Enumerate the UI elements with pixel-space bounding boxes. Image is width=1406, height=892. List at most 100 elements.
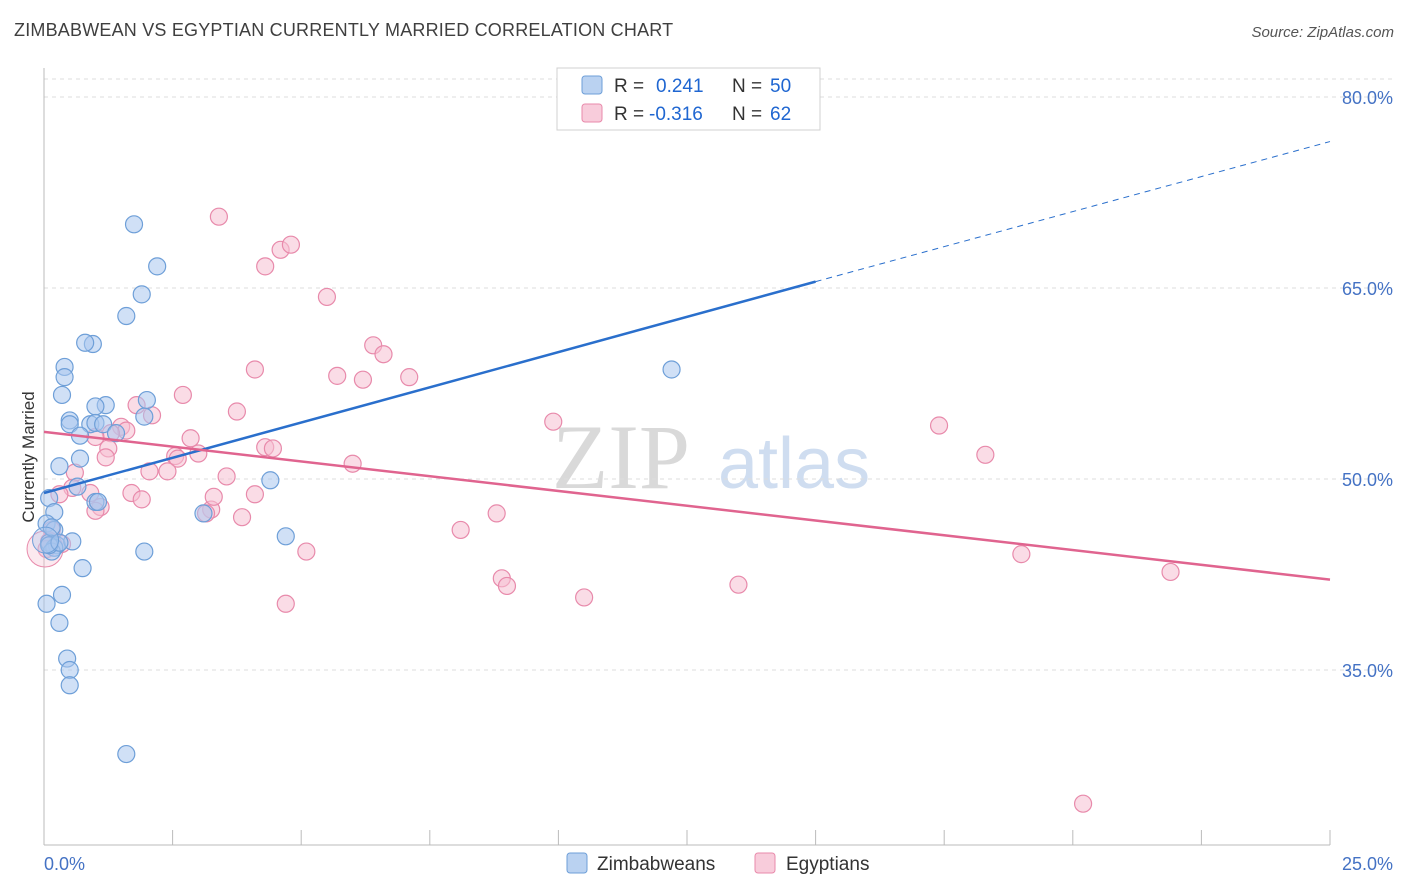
zimbabwean-point-2	[132, 285, 151, 304]
egyptian-point-26	[96, 448, 115, 467]
series-legend-label-zimbabweans: Zimbabweans	[597, 854, 715, 875]
watermark-atlas: atlas	[718, 424, 870, 504]
egyptian-point-3	[256, 257, 275, 276]
egyptian-point-18	[181, 429, 200, 448]
zimbabweans-trend-extension	[815, 141, 1331, 283]
legend-n-value-1: 50	[770, 76, 791, 97]
x-tick-label-min: 0.0%	[44, 854, 85, 874]
y-tick-labels: 35.0% 50.0% 65.0% 80.0%	[1342, 88, 1393, 681]
egyptian-point-58	[1012, 545, 1031, 564]
egyptian-point-55	[276, 594, 295, 613]
zimbabwean-point-21	[50, 457, 69, 476]
legend-r-value-1: 0.241	[656, 76, 704, 97]
zimbabwean-point-46	[662, 360, 681, 379]
zimbabwean-point-3	[117, 306, 136, 326]
zimbabwean-point-8	[52, 385, 72, 405]
legend-n-value-2: 62	[770, 104, 791, 125]
egyptian-point-45	[487, 504, 506, 523]
zimbabwean-point-13	[60, 415, 79, 434]
watermark: ZIP atlas	[552, 406, 870, 508]
egyptian-point-0	[209, 207, 228, 226]
zimbabwean-point-10	[86, 397, 105, 416]
zimbabwean-point-0	[124, 215, 144, 234]
chart-title: ZIMBABWEAN VS EGYPTIAN CURRENTLY MARRIED…	[14, 20, 674, 40]
egyptian-point-44	[451, 520, 470, 540]
zimbabwean-point-34	[73, 559, 92, 578]
egyptian-point-41	[232, 508, 252, 527]
zimbabwean-point-11	[137, 390, 156, 410]
gridlines	[44, 78, 1393, 671]
zimbabwean-point-37	[50, 613, 69, 632]
egyptian-point-59	[1161, 562, 1180, 582]
series-legend-label-egyptians: Egyptians	[786, 854, 869, 875]
zimbabwean-point-43	[276, 527, 295, 546]
egyptian-point-53	[575, 588, 594, 607]
zimbabwean-point-44	[194, 504, 213, 523]
trend-lines	[43, 141, 1331, 581]
legend-n-label-2: N =	[732, 104, 762, 125]
egyptian-point-9	[353, 370, 373, 389]
x-tick-label-max: 25.0%	[1342, 854, 1393, 874]
zimbabwean-point-39	[60, 660, 79, 680]
egyptian-point-34	[132, 490, 151, 509]
egyptian-point-22	[263, 439, 283, 458]
zimbabwean-point-28	[88, 492, 108, 512]
zimbabwean-point-1	[148, 257, 167, 276]
zimbabwean-point-16	[94, 415, 113, 434]
egyptian-point-4	[317, 287, 337, 307]
legend-swatch-zimbabweans	[581, 75, 603, 95]
legend-swatch-egyptians	[581, 103, 603, 123]
egyptian-point-56	[929, 416, 949, 435]
x-tick-marks	[43, 830, 1331, 845]
egyptian-point-10	[400, 368, 419, 387]
egyptian-point-43	[297, 542, 316, 561]
zimbabwean-point-42	[261, 471, 280, 490]
egyptian-point-57	[976, 445, 995, 464]
y-tick-label-80: 80.0%	[1342, 88, 1393, 108]
zimbabwean-point-7	[55, 368, 74, 387]
egyptian-point-42	[245, 485, 265, 504]
series-legend-swatch-zimbabweans	[566, 852, 588, 874]
series-legend: Zimbabweans Egyptians	[566, 852, 869, 875]
zimbabwean-point-5	[76, 333, 95, 352]
zimbabwean-point-45	[135, 542, 154, 561]
egyptian-point-40	[204, 487, 223, 506]
zimbabwean-point-41	[117, 744, 136, 764]
watermark-zip: ZIP	[552, 406, 690, 508]
series-legend-swatch-egyptians	[754, 852, 776, 874]
y-tick-label-35: 35.0%	[1342, 661, 1393, 681]
egyptian-point-27	[343, 454, 362, 473]
egyptian-point-30	[158, 462, 177, 481]
legend-r-label-2: R =	[614, 104, 644, 125]
correlation-legend: R = 0.241 N = 50 R = -0.316 N = 62	[556, 67, 821, 131]
zimbabweans-points	[32, 215, 681, 764]
chart-source: Source: ZipAtlas.com	[1251, 24, 1394, 41]
legend-n-label-1: N =	[732, 76, 762, 97]
zimbabwean-point-17	[106, 424, 126, 443]
egyptian-point-2	[281, 235, 301, 254]
zimbabwean-point-40	[60, 676, 79, 695]
zimbabwean-point-18	[135, 407, 154, 426]
zimbabwean-point-48	[50, 533, 69, 552]
legend-r-label-1: R =	[614, 76, 644, 97]
egyptian-point-52	[497, 576, 517, 596]
egyptian-point-11	[173, 385, 192, 405]
egyptian-point-13	[227, 402, 246, 421]
zimbabwean-point-36	[37, 594, 56, 613]
y-tick-label-65: 65.0%	[1342, 279, 1393, 299]
egyptian-point-6	[374, 345, 393, 364]
egyptian-point-31	[217, 467, 236, 486]
zimbabwean-point-cluster	[32, 526, 60, 554]
zimbabwean-point-20	[70, 449, 90, 468]
y-tick-label-50: 50.0%	[1342, 470, 1393, 490]
egyptian-point-60	[1073, 794, 1093, 813]
egyptian-point-7	[245, 360, 265, 379]
egyptian-point-8	[328, 366, 347, 385]
zimbabwean-point-35	[52, 585, 72, 604]
legend-r-value-2: -0.316	[649, 104, 703, 125]
egyptian-point-54	[729, 575, 748, 594]
egyptians-trend-line	[43, 430, 1331, 581]
y-axis-label: Currently Married	[19, 391, 38, 522]
egyptian-point-32	[544, 412, 563, 431]
